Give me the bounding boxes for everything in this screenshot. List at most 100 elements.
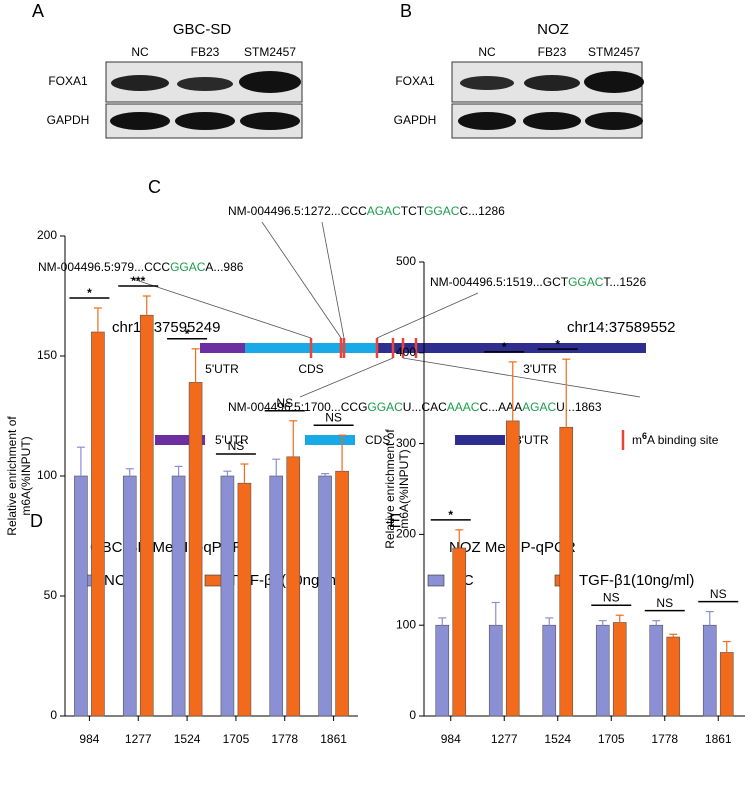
y-axis-label-line: Relative enrichment of xyxy=(5,416,19,536)
x-tick-label: 1778 xyxy=(651,732,678,746)
sequence: NM-004496.5:1272...CCCAGACTCTGGACC...128… xyxy=(228,204,505,218)
significance-label: NS xyxy=(710,587,727,601)
x-tick-label: 984 xyxy=(79,732,99,746)
y-tick-label: 100 xyxy=(37,468,57,482)
sequence-part: TCT xyxy=(401,204,425,218)
bar xyxy=(612,622,627,717)
legend-label: CDS xyxy=(365,433,390,447)
y-axis-label-line: m6A(%INPUT) xyxy=(397,449,411,528)
bar xyxy=(286,456,301,717)
region-label: 5'UTR xyxy=(205,362,239,376)
panel-letter: E xyxy=(389,511,401,531)
bar xyxy=(318,475,332,717)
bar xyxy=(122,475,137,717)
gene-map xyxy=(129,221,641,398)
significance-label: NS xyxy=(228,439,245,453)
significance-label: NS xyxy=(656,596,673,610)
sequence-part: GGAC xyxy=(367,400,403,414)
significance-label: *** xyxy=(131,274,145,288)
sequence-part: A...986 xyxy=(205,260,243,274)
legend-swatch xyxy=(427,574,445,587)
chart-title: GBC-SD MeRIP-qPCR xyxy=(90,539,244,556)
row-label: FOXA1 xyxy=(48,74,88,88)
bar xyxy=(435,624,450,717)
sequence-part: GGAC xyxy=(568,275,604,289)
panel-letter: B xyxy=(400,1,412,21)
panel-letter: A xyxy=(32,1,44,21)
coordinate: chr14:37595249 xyxy=(112,319,220,336)
lane-label: NC xyxy=(478,45,496,59)
y-axis-label: Relative enrichment ofm6A(%INPUT) xyxy=(383,429,411,549)
sequence-part: AGAC xyxy=(522,400,556,414)
text: A binding site xyxy=(647,433,719,447)
sequence-part: NM-004496.5:979...CCC xyxy=(38,260,170,274)
bar xyxy=(171,475,186,717)
bar xyxy=(452,547,467,717)
legend-label: 3'UTR xyxy=(515,433,549,447)
y-tick-label: 50 xyxy=(44,588,58,602)
blot xyxy=(451,61,644,139)
panel-letter: D xyxy=(30,511,43,531)
bar xyxy=(719,652,734,717)
sequence-part: U...CAC xyxy=(403,400,447,414)
significance-label: NS xyxy=(603,590,620,604)
bar xyxy=(505,420,520,717)
bar xyxy=(649,624,664,717)
text: m xyxy=(632,433,642,447)
legend xyxy=(155,430,625,450)
gene-bar xyxy=(200,338,646,358)
lane-label: FB23 xyxy=(191,45,220,59)
legend-label: TGF-β1(10ng/ml) xyxy=(579,572,694,589)
region-label: CDS xyxy=(298,362,323,376)
x-tick-label: 984 xyxy=(441,732,461,746)
bar xyxy=(488,624,503,717)
lane-label: FB23 xyxy=(538,45,567,59)
bar xyxy=(269,475,284,717)
panel-title: GBC-SD xyxy=(173,21,232,38)
y-tick-label: 300 xyxy=(396,436,416,450)
sequence-part: NM-004496.5:1272...CCC xyxy=(228,204,367,218)
sequence-part: AAAC xyxy=(447,400,480,414)
x-tick-label: 1277 xyxy=(491,732,518,746)
bar xyxy=(91,331,105,717)
coordinate: chr14:37589552 xyxy=(567,319,675,336)
bar xyxy=(666,636,681,717)
sequence-part: NM-004496.5:1700...CCG xyxy=(228,400,367,414)
x-tick-label: 1861 xyxy=(320,732,347,746)
significance-label: * xyxy=(87,286,92,300)
sequence-part: C...1286 xyxy=(459,204,505,218)
blot xyxy=(105,61,303,139)
legend-swatch xyxy=(204,574,222,587)
panel-title: NOZ xyxy=(537,21,569,38)
significance-label: NS xyxy=(276,396,293,410)
sequence: NM-004496.5:979...CCCGGACA...986 xyxy=(38,260,244,274)
sequence-part: NM-004496.5:1519...GCT xyxy=(430,275,569,289)
bar xyxy=(220,475,235,717)
x-tick-label: 1524 xyxy=(174,732,201,746)
significance-label: NS xyxy=(325,410,342,424)
legend-label: m6A binding site xyxy=(632,431,719,447)
bar xyxy=(74,475,88,717)
y-tick-label: 0 xyxy=(50,708,57,722)
sequence-part: C...AAA xyxy=(479,400,522,414)
text: 6 xyxy=(642,431,647,441)
y-axis-label: Relative enrichment ofm6A(%INPUT) xyxy=(5,416,33,536)
lane-label: NC xyxy=(131,45,149,59)
bar xyxy=(559,426,574,717)
y-tick-label: 100 xyxy=(396,617,416,631)
x-tick-label: 1778 xyxy=(271,732,298,746)
sequence-part: T...1526 xyxy=(603,275,646,289)
row-label: GAPDH xyxy=(47,113,90,127)
y-tick-label: 200 xyxy=(396,527,416,541)
x-tick-label: 1705 xyxy=(598,732,625,746)
y-tick-label: 150 xyxy=(37,348,57,362)
bar xyxy=(237,482,252,717)
row-label: FOXA1 xyxy=(395,74,435,88)
legend-label: 5'UTR xyxy=(215,433,249,447)
significance-label: * xyxy=(502,340,507,354)
sequence-part: U...1863 xyxy=(556,400,602,414)
bar xyxy=(595,624,610,717)
bar xyxy=(542,624,557,717)
panel-letter: C xyxy=(148,177,161,197)
